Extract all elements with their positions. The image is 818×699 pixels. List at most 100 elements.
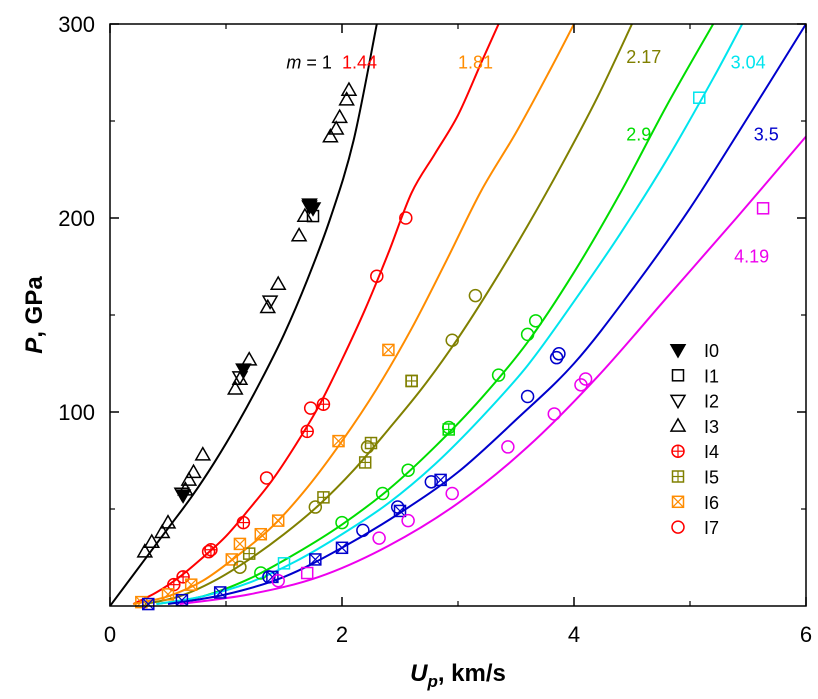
data-point-17-0-shape [300,566,314,580]
legend-marker-6 [671,495,685,509]
data-point-14-4 [309,553,322,566]
x-axis-title-main: U [410,660,428,687]
data-point-6-8 [382,343,395,357]
data-point-3-15-shape [322,128,339,143]
data-point-7-1-shape [259,471,274,485]
data-point-3-3-shape [159,514,177,529]
data-point-4-5 [316,397,331,411]
data-point-10-5 [491,368,506,382]
data-point-6-2-shape [184,578,198,591]
x-axis-title-sub: p [426,672,437,691]
legend-marker-4 [671,444,685,458]
fit-curve-1 [132,24,500,605]
data-point-16-3 [445,486,459,501]
x-tick-label-3: 6 [800,622,812,647]
data-point-3-18 [338,91,355,106]
data-point-1-0-shape [306,209,320,223]
curve-label-7: 4.19 [734,247,769,267]
data-point-10-2 [375,486,390,501]
data-point-10-7 [528,314,543,328]
data-point-17-1-shape [756,202,770,215]
data-point-14-0-shape [142,597,155,611]
data-point-3-13 [290,226,308,242]
data-point-16-0-shape [271,574,285,588]
data-point-13-4 [552,347,566,361]
curve-labels: m = 1 1.44 1.81 2.17 2.9 3.04 3.5 4.19 [286,47,779,267]
data-point-6-3-d2 [225,553,238,566]
data-point-16-2-shape [401,513,415,528]
legend-label-7: I7 [704,518,719,538]
data-point-16-3-shape [445,486,459,501]
curve-label-4: 2.9 [626,124,651,144]
data-point-3-8-shape [226,380,244,395]
data-point-3-14-shape [296,207,314,223]
data-point-16-4-shape [501,440,515,454]
data-point-15-1-shape [390,500,405,514]
data-point-8-0-shape [233,560,247,574]
data-point-3-0-shape [136,543,154,558]
data-point-6-4-d2 [233,537,246,550]
data-point-6-8-shape [382,343,395,357]
data-point-6-5-d2 [254,528,267,541]
data-point-14-0 [142,597,155,611]
fit-curve-5 [156,24,744,606]
data-point-15-1 [390,500,405,514]
data-point-7-4-shape [399,211,413,225]
data-point-10-2-shape [375,486,390,501]
data-point-6-7-shape [332,434,345,448]
data-point-13-0 [356,523,370,538]
data-point-6-8-d2 [382,343,395,356]
data-point-16-5 [547,407,562,421]
data-point-7-3 [370,269,384,283]
curve-label-6: 3.5 [754,124,779,144]
data-point-7-4 [399,211,413,225]
x-tick-label-1: 2 [336,622,348,647]
data-point-10-7-shape [528,314,543,328]
legend-label-0: I0 [704,341,719,361]
data-point-17-1 [756,202,770,215]
data-point-3-17-shape [331,108,348,124]
fit-curve-7 [179,135,806,606]
data-point-7-2-shape [303,401,318,415]
data-point-3-16 [327,120,345,135]
data-point-10-3-shape [401,463,415,477]
data-point-6-2 [184,578,198,591]
data-point-3-13-shape [290,226,308,242]
data-point-16-2 [401,513,415,528]
data-point-14-4-shape [309,553,322,566]
data-point-3-6 [185,463,202,479]
data-point-14-6-shape [393,504,407,518]
curve-label-2: 1.81 [458,53,493,73]
data-point-14-2 [213,586,227,599]
data-point-16-1 [372,531,386,545]
data-point-12-1-shape [693,91,706,104]
data-point-8-0 [233,560,247,574]
data-point-3-12-shape [269,275,287,290]
data-point-12-1 [693,91,706,104]
y-tick-label-1: 200 [58,206,95,231]
legend-marker-7 [671,520,685,534]
data-point-17-0 [300,566,314,580]
data-point-13-1 [424,475,439,489]
fit-curve-2 [132,24,575,606]
data-point-6-7 [332,434,345,448]
data-point-13-0-shape [356,523,370,538]
data-point-1-0 [306,209,320,223]
data-point-10-1 [335,515,349,530]
data-point-3-8 [226,380,244,395]
data-point-6-2-d2 [185,578,198,591]
data-point-6-4 [233,537,247,551]
data-point-14-5-shape [335,541,349,555]
data-point-14-5 [335,541,349,555]
data-point-3-7 [194,446,212,461]
data-point-3-9-shape [231,370,249,386]
data-point-16-7 [578,372,593,386]
data-point-6-1 [161,588,175,601]
data-point-3-19 [340,81,358,96]
data-point-10-5-shape [491,368,506,382]
data-point-14-4-d2 [309,553,322,566]
axes: 0 2 4 6 100 200 300 [58,12,812,647]
data-point-6-1-d2 [162,588,174,601]
data-point-13-2 [520,389,535,404]
x-tick-label-2: 4 [568,622,580,647]
